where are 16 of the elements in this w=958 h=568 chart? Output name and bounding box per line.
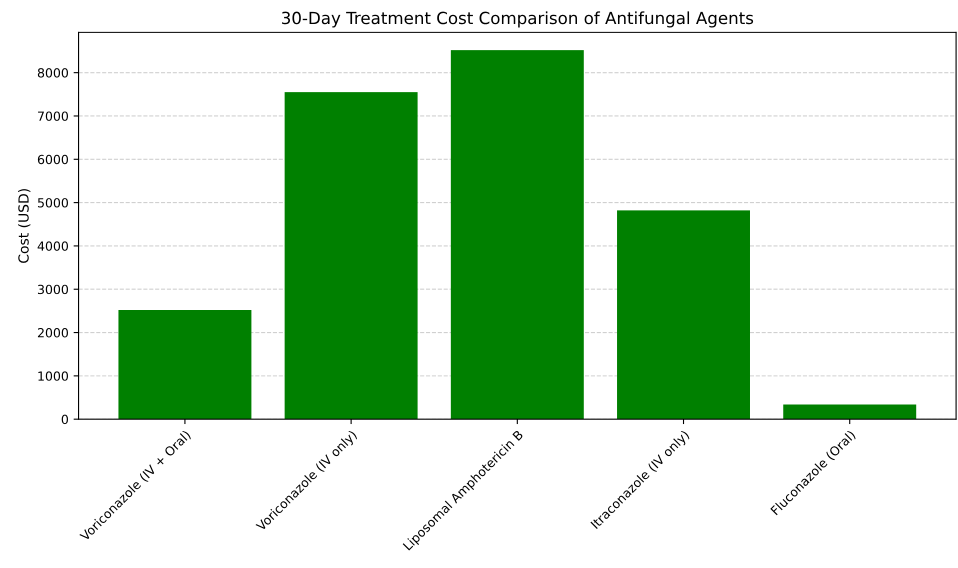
y-axis-title: Cost (USD) xyxy=(18,189,30,263)
chart-title: 30-Day Treatment Cost Comparison of Antifungal Agents xyxy=(282,11,754,28)
y-tick-label: 3000 xyxy=(38,284,68,294)
y-tick-label: 1000 xyxy=(38,371,68,381)
bar xyxy=(783,404,916,420)
y-tick-label: 8000 xyxy=(38,68,68,78)
bar xyxy=(450,50,584,420)
y-tick-label: 6000 xyxy=(38,154,68,164)
y-tick-label: 5000 xyxy=(38,198,68,208)
bar xyxy=(118,310,252,420)
bar xyxy=(617,210,750,420)
y-tick-label: 7000 xyxy=(38,111,68,121)
y-tick-label: 4000 xyxy=(38,241,68,251)
y-tick-label: 0 xyxy=(62,414,68,424)
y-tick-label: 2000 xyxy=(38,328,68,338)
bar xyxy=(284,92,418,420)
